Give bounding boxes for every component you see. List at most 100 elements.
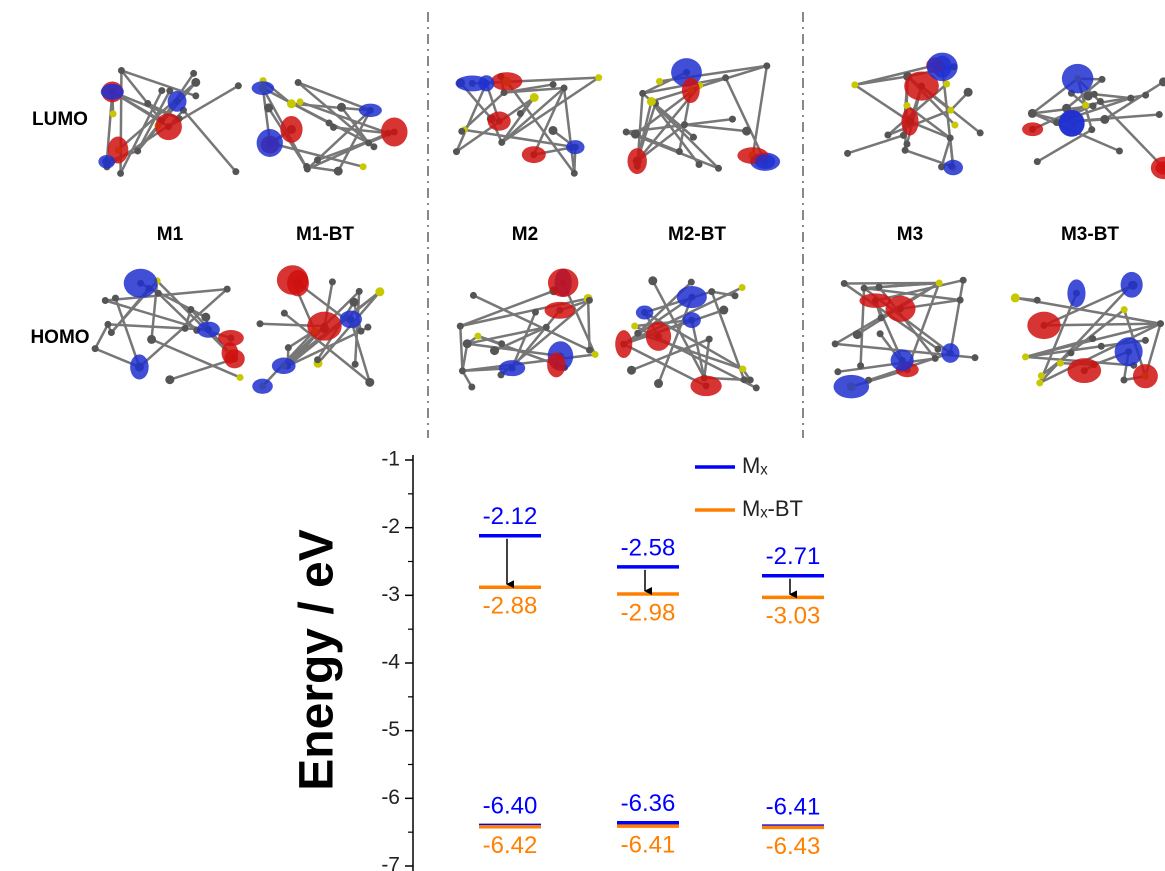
level-label: -6.42	[483, 832, 538, 859]
orbital-lobe	[1027, 311, 1061, 340]
orbital-lobe	[941, 343, 960, 363]
molecule-sketch	[252, 265, 385, 394]
atom	[529, 92, 539, 102]
atom	[325, 119, 333, 127]
orbital-lobe	[167, 90, 187, 112]
atom	[328, 278, 336, 286]
orbital-lobe	[487, 111, 511, 131]
bond	[650, 100, 720, 170]
orbital-lobe	[98, 154, 116, 169]
orbital-lobe	[645, 321, 672, 351]
bond	[1032, 104, 1087, 131]
level-label: -2.12	[483, 503, 538, 530]
atom	[1100, 114, 1110, 124]
molecule-sketch	[622, 58, 781, 175]
bond	[503, 83, 554, 94]
atom	[740, 376, 748, 384]
atom	[337, 102, 347, 112]
atom	[192, 92, 200, 100]
y-tick-label: -3	[381, 583, 400, 606]
orbital-lobe	[123, 268, 158, 298]
atom	[634, 329, 642, 337]
orbital-lobe	[307, 311, 342, 341]
orbital-lobe	[251, 81, 275, 96]
atom	[469, 291, 477, 299]
atom	[154, 289, 162, 297]
orbital-lobe	[833, 374, 870, 399]
orbital-lobe	[926, 52, 958, 82]
bond	[136, 90, 171, 152]
atom	[264, 103, 274, 113]
atom	[1021, 353, 1029, 361]
orbital-lobe	[339, 310, 362, 329]
orbital-lobe	[544, 301, 575, 319]
bond	[625, 130, 719, 170]
atom	[570, 169, 578, 177]
bond	[151, 338, 241, 379]
orbital-lobe	[885, 295, 916, 322]
atom	[365, 377, 375, 387]
atom	[498, 340, 506, 348]
atom	[1037, 372, 1045, 380]
atom	[639, 89, 647, 97]
atom	[549, 80, 557, 88]
atom	[187, 305, 195, 313]
level-label: -6.41	[766, 793, 821, 820]
bond	[854, 83, 911, 123]
atom	[719, 305, 729, 315]
orbital-lobe	[221, 341, 239, 364]
atom	[630, 129, 640, 139]
bond	[644, 311, 744, 371]
bond	[297, 81, 375, 148]
orbital-lobe	[566, 140, 585, 155]
atom	[256, 320, 264, 328]
atom	[498, 138, 506, 146]
atom	[1089, 102, 1097, 110]
orbital-lobe	[1120, 271, 1143, 298]
orbital-lobe	[155, 113, 182, 141]
bond	[283, 312, 371, 384]
bond	[340, 106, 370, 144]
atom	[857, 362, 865, 370]
orbital-lobe	[1132, 364, 1158, 389]
molecule-sketch	[98, 67, 242, 177]
atom	[1141, 336, 1149, 344]
molecule-images	[91, 52, 1165, 399]
atom	[365, 139, 373, 147]
bond	[119, 90, 163, 174]
atom	[490, 346, 500, 356]
orbital-lobe	[100, 83, 124, 100]
atom	[101, 296, 109, 304]
atom	[705, 335, 713, 343]
molecule-sketch	[1010, 271, 1165, 389]
atom	[286, 99, 296, 109]
bond	[505, 80, 576, 175]
orbital-lobe	[521, 146, 546, 164]
level-label: -2.71	[766, 543, 821, 570]
atom	[1097, 342, 1105, 350]
bond	[157, 292, 198, 332]
bond	[455, 82, 488, 153]
atom	[165, 375, 175, 385]
bond	[904, 149, 952, 168]
atom	[370, 143, 378, 151]
orbital-lobe	[547, 268, 579, 297]
atom	[296, 98, 304, 106]
atom	[875, 283, 883, 291]
atom	[947, 106, 955, 114]
atom	[134, 147, 142, 155]
atom	[695, 161, 703, 169]
bond	[460, 91, 505, 133]
atom	[314, 356, 322, 364]
atom	[938, 163, 946, 171]
atom	[1056, 359, 1064, 367]
atom	[731, 292, 739, 300]
orbital-lobe	[676, 286, 707, 309]
atom	[364, 323, 372, 331]
orbital-lobe	[859, 293, 892, 308]
orbital-lobe	[1067, 358, 1102, 384]
atom	[351, 360, 359, 368]
atom	[107, 329, 115, 337]
atom	[728, 115, 736, 123]
molecule-sketch	[1022, 63, 1165, 180]
